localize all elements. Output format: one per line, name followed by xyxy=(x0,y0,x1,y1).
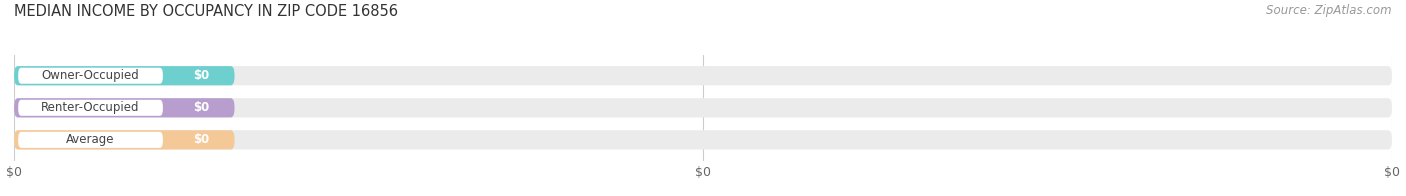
Text: Owner-Occupied: Owner-Occupied xyxy=(42,69,139,82)
Text: MEDIAN INCOME BY OCCUPANCY IN ZIP CODE 16856: MEDIAN INCOME BY OCCUPANCY IN ZIP CODE 1… xyxy=(14,4,398,19)
Text: $0: $0 xyxy=(193,101,209,114)
FancyBboxPatch shape xyxy=(14,130,1392,150)
Text: Renter-Occupied: Renter-Occupied xyxy=(41,101,139,114)
FancyBboxPatch shape xyxy=(14,66,235,85)
FancyBboxPatch shape xyxy=(18,100,163,116)
Text: $0: $0 xyxy=(193,69,209,82)
Text: $0: $0 xyxy=(193,133,209,146)
FancyBboxPatch shape xyxy=(18,132,163,148)
Text: Average: Average xyxy=(66,133,115,146)
FancyBboxPatch shape xyxy=(14,98,235,117)
FancyBboxPatch shape xyxy=(14,98,1392,117)
FancyBboxPatch shape xyxy=(18,68,163,84)
FancyBboxPatch shape xyxy=(14,130,235,150)
Text: Source: ZipAtlas.com: Source: ZipAtlas.com xyxy=(1267,4,1392,17)
FancyBboxPatch shape xyxy=(14,66,1392,85)
